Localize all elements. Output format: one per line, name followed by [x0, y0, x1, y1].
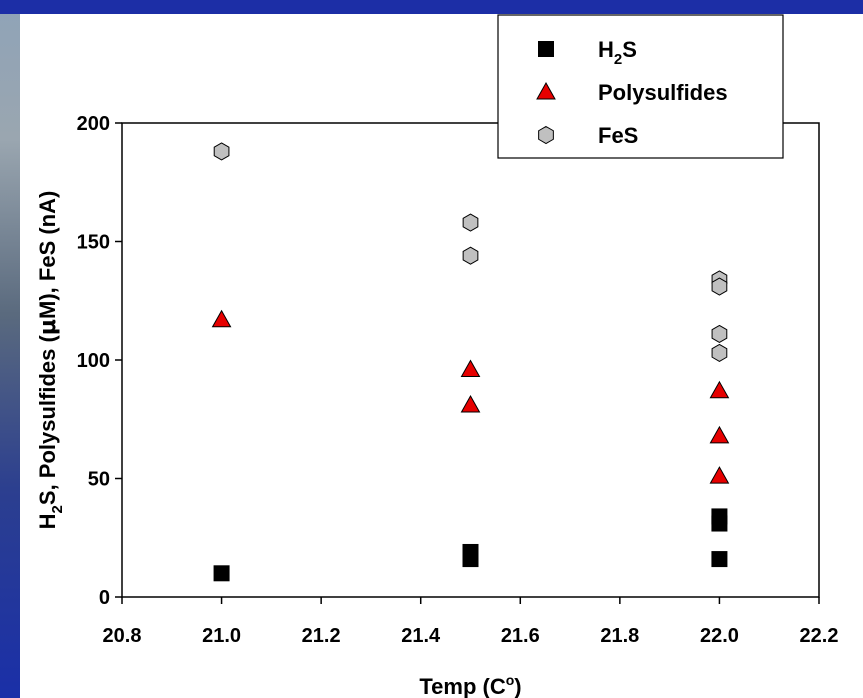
legend-label-tail: S: [622, 37, 637, 62]
data-point-polysulfides: [460, 359, 481, 377]
data-point-fes: [213, 142, 230, 161]
legend-label-subscript: 2: [614, 51, 622, 68]
x-axis-title-main: Temp (C: [419, 674, 505, 698]
x-tick-label: 21.2: [302, 625, 341, 647]
data-point-polysulfides: [709, 466, 730, 484]
data-point-polysulfides: [709, 380, 730, 399]
y-axis-title-subscript: 2: [49, 505, 66, 513]
data-point-polysulfides: [211, 309, 232, 328]
legend-label-fes: FeS: [598, 123, 638, 148]
legend-label-h2s: H2S: [598, 37, 637, 68]
y-axis-title-mu: μ: [36, 319, 61, 335]
data-point-h2s: [711, 508, 728, 525]
data-point-fes: [462, 213, 479, 232]
y-tick-label: 50: [88, 469, 110, 491]
data-point-fes: [711, 324, 728, 344]
x-axis-title-superscript: o: [506, 672, 515, 688]
data-point-h2s: [711, 551, 728, 568]
x-tick-label: 20.8: [103, 625, 142, 647]
legend-label-polysulfides: Polysulfides: [598, 80, 728, 105]
legend-label-main: H: [598, 37, 614, 62]
y-axis-title-part: S, Polysulfides (: [35, 335, 60, 506]
y-tick-label: 200: [77, 113, 110, 135]
y-axis-title-part: M), FeS (nA): [35, 191, 60, 319]
legend-label-main: FeS: [598, 123, 638, 148]
legend-marker-polysulfides: [536, 81, 556, 100]
background-top-band: [0, 0, 863, 14]
data-point-fes: [462, 246, 479, 265]
x-tick-label: 21.4: [401, 625, 441, 647]
y-tick-label: 100: [77, 350, 110, 372]
x-tick-label: 21.6: [501, 625, 540, 647]
legend-label-main: Polysulfides: [598, 80, 728, 105]
data-point-fes: [711, 277, 728, 296]
x-tick-label: 22.2: [800, 625, 839, 647]
data-point-polysulfides: [709, 425, 730, 444]
legend-marker-h2s: [538, 41, 554, 57]
x-axis-title-tail: ): [514, 674, 521, 698]
x-axis-title: Temp (Co): [419, 672, 521, 698]
y-axis-title-part: H: [35, 513, 60, 529]
x-tick-label: 22.0: [700, 625, 739, 647]
x-tick-label: 21.0: [202, 625, 241, 647]
legend: H2S Polysulfides FeS: [497, 14, 784, 159]
y-axis-title: H2S, Polysulfides (μM), FeS (nA): [35, 191, 66, 530]
data-point-h2s: [213, 565, 230, 582]
data-point-fes: [711, 343, 728, 362]
legend-marker-fes: [538, 125, 554, 145]
x-tick-label: 21.8: [600, 625, 639, 647]
data-point-polysulfides: [460, 395, 481, 413]
y-tick-label: 0: [99, 587, 110, 609]
background-strip: [0, 0, 20, 698]
y-tick-label: 150: [77, 232, 110, 254]
data-point-h2s: [462, 543, 479, 560]
